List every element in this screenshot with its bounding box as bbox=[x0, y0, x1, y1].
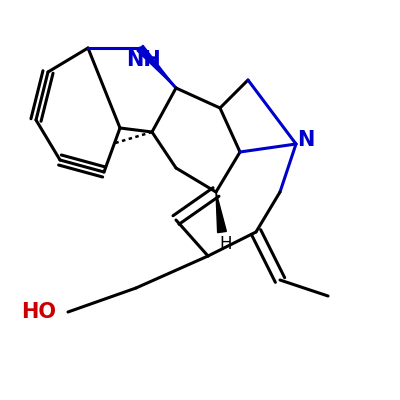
Text: HO: HO bbox=[21, 302, 56, 322]
Text: NH: NH bbox=[127, 50, 161, 70]
Polygon shape bbox=[216, 192, 226, 233]
Polygon shape bbox=[137, 45, 176, 88]
Text: H: H bbox=[220, 235, 232, 253]
Text: N: N bbox=[297, 130, 315, 150]
